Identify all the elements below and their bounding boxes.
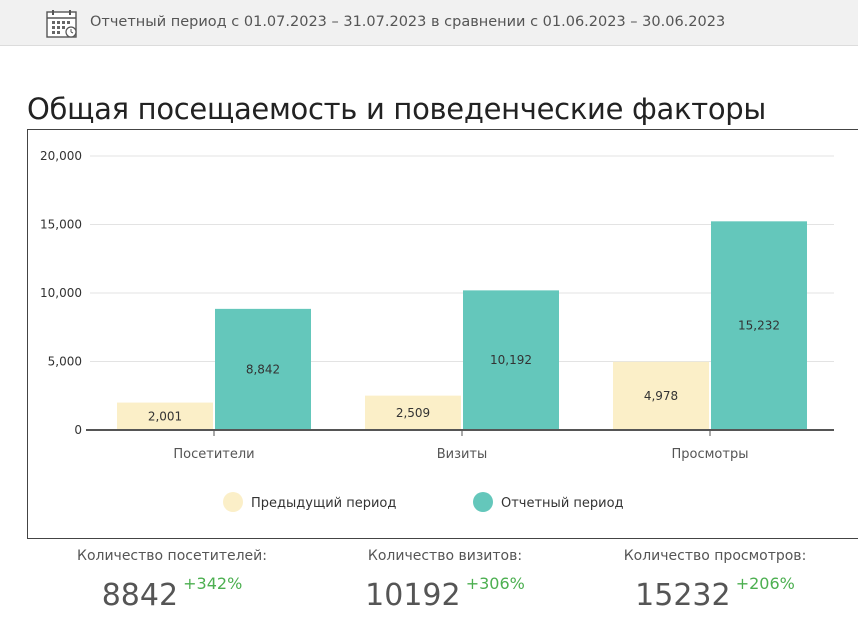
bar-value-label: 10,192 <box>490 353 532 367</box>
bar-value-label: 4,978 <box>644 389 678 403</box>
legend-label: Отчетный период <box>501 496 624 511</box>
stat-visitors-value: 8842 <box>101 578 179 613</box>
bar <box>215 308 311 430</box>
x-tick-label: Просмотры <box>672 447 749 462</box>
y-tick-label: 15,000 <box>40 218 82 232</box>
calendar-clock-icon[interactable] <box>46 9 78 39</box>
report-period-bar: Отчетный период с 01.07.2023 – 31.07.202… <box>0 0 858 46</box>
stat-visits-change: +306% <box>465 574 525 593</box>
stat-visitors-label: Количество посетителей: <box>77 548 267 564</box>
bar-value-label: 15,232 <box>738 319 780 333</box>
stat-visitors-change: +342% <box>183 574 243 593</box>
y-tick-label: 0 <box>74 423 82 437</box>
legend-label: Предыдущий период <box>251 496 396 511</box>
chart-frame: 0 5,000 10,000 15,000 20,000 2,001 8,842 Посети… <box>27 129 858 539</box>
bar-value-label: 2,509 <box>396 406 430 420</box>
bar <box>365 395 461 430</box>
stat-pageviews: Количество просмотров: 15232 +206% <box>575 548 855 613</box>
bar <box>711 221 807 430</box>
bar-value-label: 8,842 <box>246 362 280 376</box>
stat-pageviews-change: +206% <box>735 574 795 593</box>
legend-swatch <box>223 492 243 512</box>
bar <box>463 290 559 430</box>
bar-value-label: 2,001 <box>148 409 182 423</box>
y-tick-label: 20,000 <box>40 149 82 163</box>
stat-visits-value: 10192 <box>365 578 461 613</box>
section-title: Общая посещаемость и поведенческие факто… <box>27 92 766 126</box>
bar <box>117 402 213 430</box>
stat-visitors: Количество посетителей: 8842 +342% <box>32 548 312 613</box>
stat-visits-label: Количество визитов: <box>367 548 523 564</box>
bar <box>613 361 709 430</box>
report-period-text: Отчетный период с 01.07.2023 – 31.07.202… <box>90 14 726 30</box>
y-tick-label: 10,000 <box>40 286 82 300</box>
stat-pageviews-value: 15232 <box>635 578 731 613</box>
x-tick-label: Визиты <box>437 447 488 462</box>
bar-chart: 0 5,000 10,000 15,000 20,000 2,001 8,842 Посети… <box>40 149 834 512</box>
y-tick-label: 5,000 <box>48 355 82 369</box>
legend-swatch <box>473 492 493 512</box>
x-tick-label: Посетители <box>173 447 254 462</box>
stat-pageviews-label: Количество просмотров: <box>623 548 807 564</box>
stat-visits: Количество визитов: 10192 +306% <box>305 548 585 613</box>
